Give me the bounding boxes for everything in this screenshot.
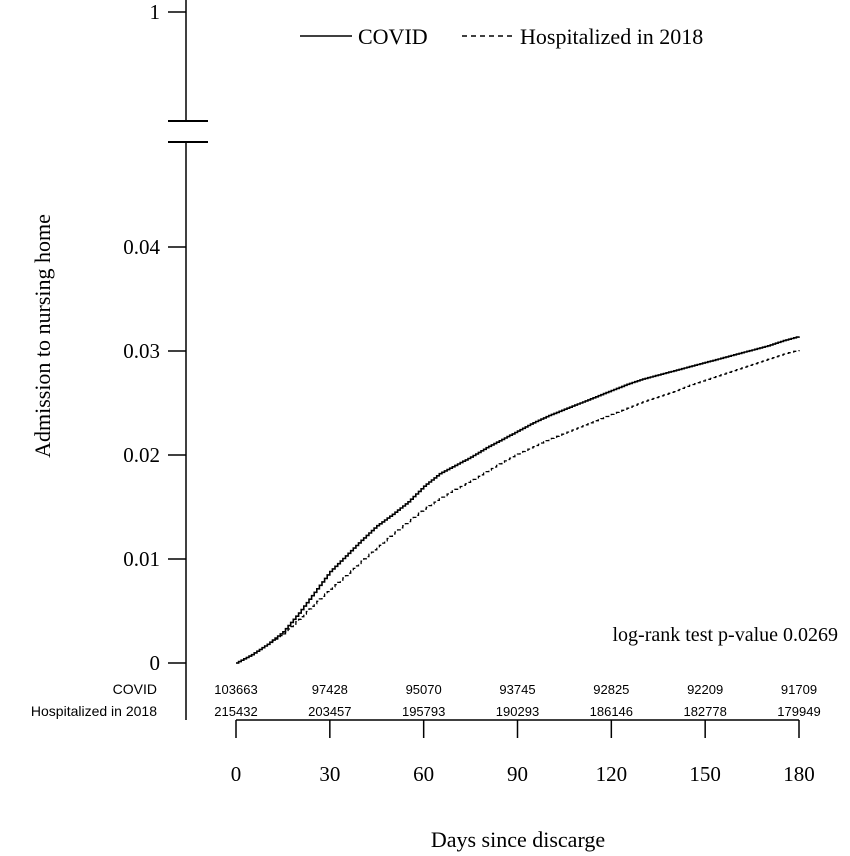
y-tick-label: 0 xyxy=(150,651,161,675)
risk-count: 190293 xyxy=(496,704,539,719)
risk-count: 93745 xyxy=(499,682,535,697)
risk-count: 92209 xyxy=(687,682,723,697)
x-tick-label: 30 xyxy=(319,762,340,786)
logrank-annotation: log-rank test p-value 0.0269 xyxy=(613,624,839,646)
risk-row-label: Hospitalized in 2018 xyxy=(31,703,157,719)
series-covid-curve xyxy=(236,336,800,664)
risk-table: COVID 103663 97428 95070 93745 92825 92209 9170… xyxy=(31,681,821,719)
x-tick-label: 150 xyxy=(689,762,721,786)
y-tick-label: 0.02 xyxy=(123,443,160,467)
x-tick-label: 0 xyxy=(231,762,242,786)
risk-count: 186146 xyxy=(590,704,633,719)
risk-count: 195793 xyxy=(402,704,445,719)
risk-count: 103663 xyxy=(214,682,257,697)
legend-covid-label: COVID xyxy=(358,24,428,49)
risk-count: 215432 xyxy=(214,704,257,719)
risk-count: 182778 xyxy=(683,704,726,719)
x-tick-label: 60 xyxy=(413,762,434,786)
y-tick-label-break: 1 xyxy=(150,0,161,24)
y-ticks: 0 0.01 0.02 0.03 0.04 1 xyxy=(123,0,186,675)
y-tick-label: 0.01 xyxy=(123,547,160,571)
x-tick-label: 90 xyxy=(507,762,528,786)
x-tick-label: 180 xyxy=(783,762,815,786)
risk-count: 179949 xyxy=(777,704,820,719)
risk-count: 92825 xyxy=(593,682,629,697)
risk-count: 95070 xyxy=(406,682,442,697)
risk-count: 97428 xyxy=(312,682,348,697)
legend-2018-label: Hospitalized in 2018 xyxy=(520,24,703,49)
series-2018-curve xyxy=(236,350,800,664)
x-axis-label: Days since discarge xyxy=(431,827,605,852)
x-ticks: 0 30 60 90 120 150 180 xyxy=(231,720,815,786)
x-tick-label: 120 xyxy=(596,762,628,786)
risk-row-label: COVID xyxy=(113,681,157,697)
risk-count: 203457 xyxy=(308,704,351,719)
legend: COVID Hospitalized in 2018 xyxy=(300,24,703,49)
y-axis-label: Admission to nursing home xyxy=(30,214,55,458)
y-tick-label: 0.04 xyxy=(123,235,160,259)
y-tick-label: 0.03 xyxy=(123,339,160,363)
series-layer xyxy=(236,336,800,664)
risk-count: 91709 xyxy=(781,682,817,697)
